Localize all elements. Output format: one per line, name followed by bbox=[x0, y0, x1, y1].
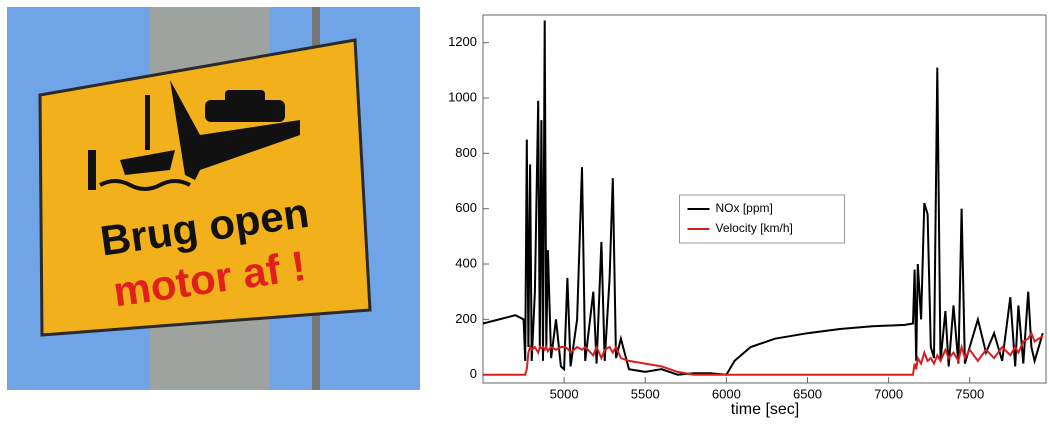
y-tick-label: 600 bbox=[455, 200, 477, 215]
x-tick-label: 5500 bbox=[631, 386, 660, 401]
legend-label: NOx [ppm] bbox=[716, 201, 773, 215]
y-tick-label: 400 bbox=[455, 255, 477, 270]
series-line bbox=[483, 330, 1044, 376]
series-line bbox=[482, 20, 1044, 376]
legend: NOx [ppm] Velocity [km/h] bbox=[679, 194, 845, 244]
x-tick-label: 6500 bbox=[793, 386, 822, 401]
plot-frame bbox=[482, 14, 1047, 384]
x-tick-label: 5000 bbox=[550, 386, 579, 401]
y-tick-label: 1000 bbox=[448, 89, 477, 104]
sign-icon bbox=[88, 80, 300, 191]
y-tick-label: 800 bbox=[455, 145, 477, 160]
legend-label: Velocity [km/h] bbox=[716, 221, 793, 235]
legend-box bbox=[679, 194, 845, 244]
x-tick-label: 7500 bbox=[955, 386, 984, 401]
x-axis-label: time [sec] bbox=[731, 401, 799, 418]
sign-board bbox=[38, 38, 372, 337]
y-tick-label: 200 bbox=[455, 311, 477, 326]
y-tick-label: 1200 bbox=[448, 34, 477, 49]
x-tick-label: 7000 bbox=[874, 386, 903, 401]
photo: Brug open motor af ! bbox=[7, 7, 420, 390]
y-tick-label: 0 bbox=[470, 366, 477, 381]
x-tick-label: 6000 bbox=[712, 386, 741, 401]
